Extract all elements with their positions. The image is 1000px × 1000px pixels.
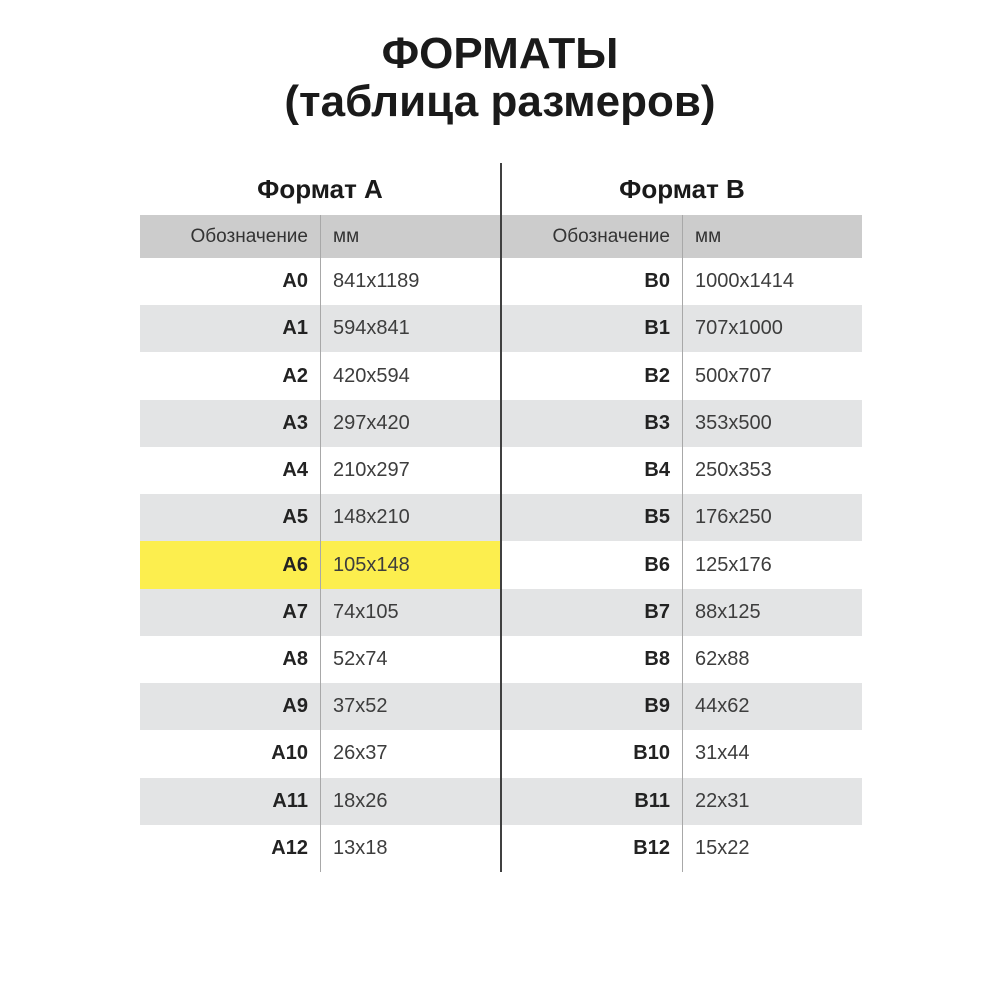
table-row: A0 841x1189 xyxy=(140,258,500,306)
format-table-a: Формат А Обозначение мм A0 841x1189 A1 594x… xyxy=(140,163,500,873)
table-row: A9 37x52 xyxy=(140,683,500,731)
table-row: B3 353x500 xyxy=(502,399,862,447)
row-label: A0 xyxy=(282,270,308,293)
row-label: B10 xyxy=(633,742,670,765)
page-title: ФОРМАТЫ (таблица размеров) xyxy=(0,30,1000,126)
row-label: A12 xyxy=(271,836,308,859)
row-value: 353x500 xyxy=(682,399,862,447)
center-divider-line xyxy=(500,163,502,872)
column-header-designation: Обозначение xyxy=(552,225,670,247)
row-value: 31x44 xyxy=(682,730,862,778)
row-label: A2 xyxy=(282,364,308,387)
row-value: 500x707 xyxy=(682,352,862,400)
table-b-title: Формат B xyxy=(619,173,745,204)
row-label: A7 xyxy=(282,600,308,623)
table-row: B4 250x353 xyxy=(502,446,862,495)
row-value: 125x176 xyxy=(682,541,862,589)
row-label: A1 xyxy=(282,317,308,340)
table-row: B11 22x31 xyxy=(502,777,862,825)
row-value: 1000x1414 xyxy=(682,258,862,306)
row-label: A3 xyxy=(282,411,308,434)
row-label: B4 xyxy=(644,459,670,482)
row-label: B9 xyxy=(644,695,670,718)
format-tables: Формат А Обозначение мм A0 841x1189 A1 594x… xyxy=(140,163,862,873)
row-label: A6 xyxy=(282,553,308,576)
table-row: B6 125x176 xyxy=(502,541,862,589)
table-a-title: Формат А xyxy=(257,173,383,204)
row-label: A9 xyxy=(282,695,308,718)
row-value: 88x125 xyxy=(682,588,862,636)
row-label: B5 xyxy=(644,506,670,529)
row-label: A11 xyxy=(272,789,308,812)
row-value: 15x22 xyxy=(682,824,862,873)
table-row: A12 13x18 xyxy=(140,824,500,873)
table-row: B2 500x707 xyxy=(502,352,862,400)
table-row: B1 707x1000 xyxy=(502,305,862,353)
table-b-rows: B0 1000x1414 B1 707x1000 B2 500x707 B3 353x500 B… xyxy=(502,258,862,873)
table-row: A2 420x594 xyxy=(140,352,500,400)
column-header-designation: Обозначение xyxy=(190,225,308,247)
table-row: A7 74x105 xyxy=(140,588,500,636)
format-table-b: Формат B Обозначение мм B0 1000x1414 B1 707… xyxy=(502,163,862,873)
row-value: 105x148 xyxy=(320,541,500,589)
row-value: 62x88 xyxy=(682,635,862,684)
table-row: A5 148x210 xyxy=(140,494,500,542)
row-label: B11 xyxy=(634,789,670,812)
row-value: 210x297 xyxy=(320,446,500,495)
page-title-line2: (таблица размеров) xyxy=(284,77,716,126)
row-label: B1 xyxy=(644,317,670,340)
table-row: A4 210x297 xyxy=(140,446,500,495)
table-row: A11 18x26 xyxy=(140,777,500,825)
table-row: A1 594x841 xyxy=(140,305,500,353)
row-value: 594x841 xyxy=(320,305,500,353)
row-value: 148x210 xyxy=(320,494,500,542)
row-label: A8 xyxy=(282,647,308,670)
row-label: B2 xyxy=(644,364,670,387)
table-row: B8 62x88 xyxy=(502,635,862,684)
table-row: B9 44x62 xyxy=(502,683,862,731)
column-header-mm: мм xyxy=(320,215,500,258)
table-row-highlighted: A6 105x148 xyxy=(140,541,500,589)
row-value: 250x353 xyxy=(682,446,862,495)
column-header-mm: мм xyxy=(682,215,862,258)
table-row: A8 52x74 xyxy=(140,635,500,684)
row-value: 841x1189 xyxy=(320,258,500,306)
row-label: A4 xyxy=(282,459,308,482)
page-title-line1: ФОРМАТЫ xyxy=(381,29,619,78)
row-label: B0 xyxy=(644,270,670,293)
row-value: 74x105 xyxy=(320,588,500,636)
table-row: B5 176x250 xyxy=(502,494,862,542)
row-value: 52x74 xyxy=(320,635,500,684)
row-label: B6 xyxy=(644,553,670,576)
row-value: 707x1000 xyxy=(682,305,862,353)
row-value: 44x62 xyxy=(682,683,862,731)
table-row: A10 26x37 xyxy=(140,730,500,778)
row-label: A10 xyxy=(271,742,308,765)
table-a-rows: A0 841x1189 A1 594x841 A2 420x594 A3 297x420 A4 2… xyxy=(140,258,500,873)
table-row: B7 88x125 xyxy=(502,588,862,636)
row-value: 420x594 xyxy=(320,352,500,400)
table-row: B12 15x22 xyxy=(502,824,862,873)
row-value: 26x37 xyxy=(320,730,500,778)
row-label: B3 xyxy=(644,411,670,434)
row-value: 13x18 xyxy=(320,824,500,873)
table-a-header-row: Обозначение мм xyxy=(140,215,500,258)
table-row: B10 31x44 xyxy=(502,730,862,778)
row-label: B12 xyxy=(633,836,670,859)
table-row: A3 297x420 xyxy=(140,399,500,447)
table-b-header-row: Обозначение мм xyxy=(502,215,862,258)
table-row: B0 1000x1414 xyxy=(502,258,862,306)
row-value: 176x250 xyxy=(682,494,862,542)
row-value: 37x52 xyxy=(320,683,500,731)
row-value: 18x26 xyxy=(320,777,500,825)
row-value: 297x420 xyxy=(320,399,500,447)
row-value: 22x31 xyxy=(682,777,862,825)
row-label: A5 xyxy=(282,506,308,529)
row-label: B8 xyxy=(644,647,670,670)
row-label: B7 xyxy=(644,600,670,623)
